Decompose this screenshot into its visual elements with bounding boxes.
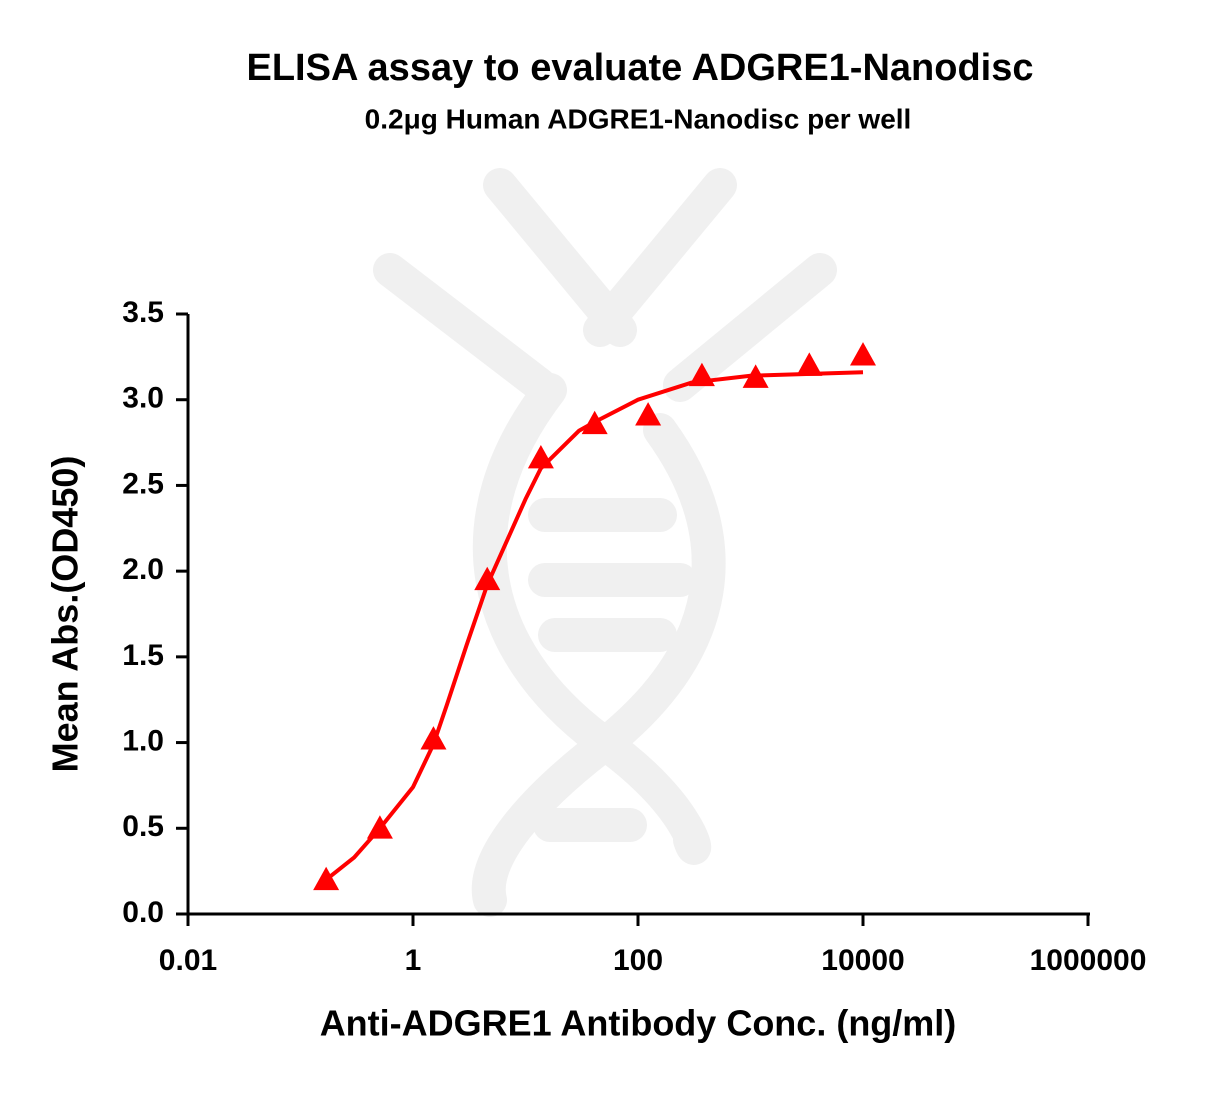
y-tick-label: 0.5 [122,810,164,843]
x-tick-label: 0.01 [159,944,217,977]
x-tick-label: 1 [405,944,422,977]
x-axis-label: Anti-ADGRE1 Antibody Conc. (ng/ml) [320,1003,957,1044]
y-tick-label: 1.5 [122,639,164,672]
y-tick-label: 3.5 [122,296,164,329]
data-point [635,402,662,426]
y-tick-label: 3.0 [122,382,164,415]
watermark [373,168,837,917]
fit-curve [324,370,864,882]
data-point [796,352,823,376]
x-tick-label: 100 [613,944,663,977]
y-tick-label: 2.0 [122,553,164,586]
y-axis-label: Mean Abs.(OD450) [45,456,86,773]
data-point [850,342,876,366]
y-tick-label: 2.5 [122,467,164,500]
chart-title: ELISA assay to evaluate ADGRE1-Nanodisc [247,47,1034,89]
y-tick-label: 1.0 [122,724,164,757]
x-tick-label: 10000 [821,944,904,977]
data-point [420,726,447,750]
x-tick-label: 1000000 [1030,944,1147,977]
y-tick-label: 0.0 [122,896,164,929]
data-point [474,566,501,591]
chart-subtitle: 0.2μg Human ADGRE1-Nanodisc per well [365,103,912,134]
